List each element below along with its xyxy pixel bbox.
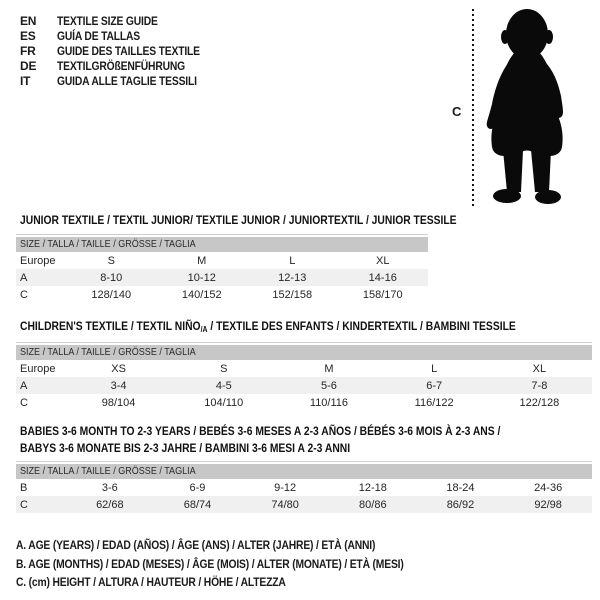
lang-label: TEXTILGRÖßENFÜHRUNG bbox=[57, 59, 186, 73]
lang-row-en: EN TEXTILE SIZE GUIDE bbox=[20, 14, 223, 29]
size-cell: 6-9 bbox=[189, 481, 206, 494]
footer-notes: A. AGE (YEARS) / EDAD (AÑOS) / ÂGE (ANS)… bbox=[16, 536, 467, 592]
size-cell: 24-36 bbox=[534, 481, 563, 494]
row-label-cell: C bbox=[20, 288, 28, 301]
size-cell: 7-8 bbox=[531, 379, 548, 392]
note-line-c: C. (cm) HEIGHT / ALTURA / HAUTEUR / HÖHE… bbox=[16, 575, 286, 589]
size-cell: 14-16 bbox=[368, 271, 397, 284]
size-cell: 152/158 bbox=[272, 288, 313, 301]
size-cell: 74/80 bbox=[271, 498, 299, 511]
size-cell: XL bbox=[532, 362, 547, 375]
size-cell: 8-10 bbox=[100, 271, 123, 284]
size-header-bar: SIZE / TALLA / TAILLE / GRÖSSE / TAGLIA bbox=[16, 345, 592, 360]
size-cell: 86/92 bbox=[446, 498, 475, 511]
size-cell: XS bbox=[111, 362, 126, 375]
size-cell: 12-13 bbox=[278, 271, 307, 284]
babies-size-table: SIZE / TALLA / TAILLE / GRÖSSE / TAGLIA … bbox=[16, 461, 592, 513]
size-header-bar: SIZE / TALLA / TAILLE / GRÖSSE / TAGLIA bbox=[16, 464, 592, 479]
table-row: A 8-10 10-12 12-13 14-16 bbox=[16, 269, 428, 286]
height-measure-dotted-line bbox=[472, 9, 474, 208]
size-cell: 12-18 bbox=[358, 481, 387, 494]
lang-row-de: DE TEXTILGRÖßENFÜHRUNG bbox=[20, 59, 223, 74]
lang-row-it: IT GUIDA ALLE TAGLIE TESSILI bbox=[20, 74, 223, 89]
size-cell: 80/86 bbox=[359, 498, 387, 511]
row-label-cell: C bbox=[20, 498, 28, 511]
baby-silhouette-icon bbox=[486, 9, 563, 204]
lang-label: GUIDA ALLE TAGLIE TESSILI bbox=[57, 74, 197, 88]
size-cell: 104/110 bbox=[204, 396, 244, 409]
size-cell: S bbox=[107, 254, 115, 267]
language-list: EN TEXTILE SIZE GUIDE ES GUÍA DE TALLAS … bbox=[20, 14, 223, 89]
lang-code: FR bbox=[20, 44, 36, 58]
size-cell: 158/170 bbox=[362, 288, 403, 301]
table-row: C 62/68 68/74 74/80 80/86 86/92 92/98 bbox=[16, 496, 592, 513]
row-label-cell: A bbox=[20, 271, 28, 284]
size-cell: 18-24 bbox=[446, 481, 475, 494]
junior-section-title: JUNIOR TEXTILE / TEXTIL JUNIOR/ TEXTILE … bbox=[20, 213, 457, 227]
lang-code: DE bbox=[20, 59, 37, 73]
size-cell: 128/140 bbox=[91, 288, 132, 301]
size-cell: S bbox=[220, 362, 228, 375]
size-cell: L bbox=[289, 254, 296, 267]
table-row: Europe XS S M L XL bbox=[16, 360, 592, 377]
row-label-cell: Europe bbox=[20, 254, 56, 267]
lang-label: GUÍA DE TALLAS bbox=[57, 29, 141, 43]
size-cell: 10-12 bbox=[187, 271, 216, 284]
size-cell: 9-12 bbox=[274, 481, 297, 494]
size-cell: XL bbox=[376, 254, 390, 267]
table-row: A 3-4 4-5 5-6 6-7 7-8 bbox=[16, 377, 592, 394]
lang-code: IT bbox=[20, 74, 31, 88]
size-cell: M bbox=[324, 362, 334, 375]
lang-code: EN bbox=[20, 14, 37, 28]
size-cell: 62/68 bbox=[96, 498, 124, 511]
height-label-c: C bbox=[452, 104, 462, 119]
size-header-bar: SIZE / TALLA / TAILLE / GRÖSSE / TAGLIA bbox=[16, 237, 428, 252]
size-cell: 98/104 bbox=[101, 396, 136, 409]
size-cell: M bbox=[197, 254, 207, 267]
note-line-a: A. AGE (YEARS) / EDAD (AÑOS) / ÂGE (ANS)… bbox=[16, 538, 376, 552]
lang-row-es: ES GUÍA DE TALLAS bbox=[20, 29, 223, 44]
size-cell: 6-7 bbox=[426, 379, 443, 392]
size-cell: 92/98 bbox=[534, 498, 562, 511]
babies-section-title: BABIES 3-6 MONTH TO 2-3 YEARS / BEBÉS 3-… bbox=[20, 424, 501, 455]
children-section-title: CHILDREN'S TEXTILE / TEXTIL NIÑO/A / TEX… bbox=[20, 319, 516, 334]
size-cell: 68/74 bbox=[183, 498, 212, 511]
children-size-table: SIZE / TALLA / TAILLE / GRÖSSE / TAGLIA … bbox=[16, 342, 592, 411]
size-cell: 3-4 bbox=[110, 379, 127, 392]
size-cell: 5-6 bbox=[321, 379, 337, 392]
table-row: B 3-6 6-9 9-12 12-18 18-24 24-36 bbox=[16, 479, 592, 496]
size-cell: 4-5 bbox=[215, 379, 232, 392]
table-row: C 98/104 104/110 110/116 116/122 122/128 bbox=[16, 394, 592, 411]
lang-row-fr: FR GUIDE DES TAILLES TEXTILE bbox=[20, 44, 223, 59]
table-row: Europe S M L XL bbox=[16, 252, 428, 269]
size-cell: 116/122 bbox=[414, 396, 454, 409]
size-cell: 3-6 bbox=[101, 481, 118, 494]
size-cell: 110/116 bbox=[309, 396, 349, 409]
row-label-cell: Europe bbox=[20, 362, 56, 375]
table-row: C 128/140 140/152 152/158 158/170 bbox=[16, 286, 428, 303]
size-cell: 122/128 bbox=[519, 396, 560, 409]
row-label-cell: C bbox=[20, 396, 28, 409]
size-cell: L bbox=[431, 362, 438, 375]
lang-label: TEXTILE SIZE GUIDE bbox=[57, 14, 158, 28]
lang-code: ES bbox=[20, 29, 36, 43]
size-cell: 140/152 bbox=[181, 288, 222, 301]
row-label-cell: A bbox=[20, 379, 28, 392]
junior-size-table: SIZE / TALLA / TAILLE / GRÖSSE / TAGLIA … bbox=[16, 234, 428, 303]
lang-label: GUIDE DES TAILLES TEXTILE bbox=[57, 44, 200, 58]
note-line-b: B. AGE (MONTHS) / EDAD (MESES) / ÂGE (MO… bbox=[16, 556, 404, 571]
row-label-cell: B bbox=[20, 481, 28, 494]
